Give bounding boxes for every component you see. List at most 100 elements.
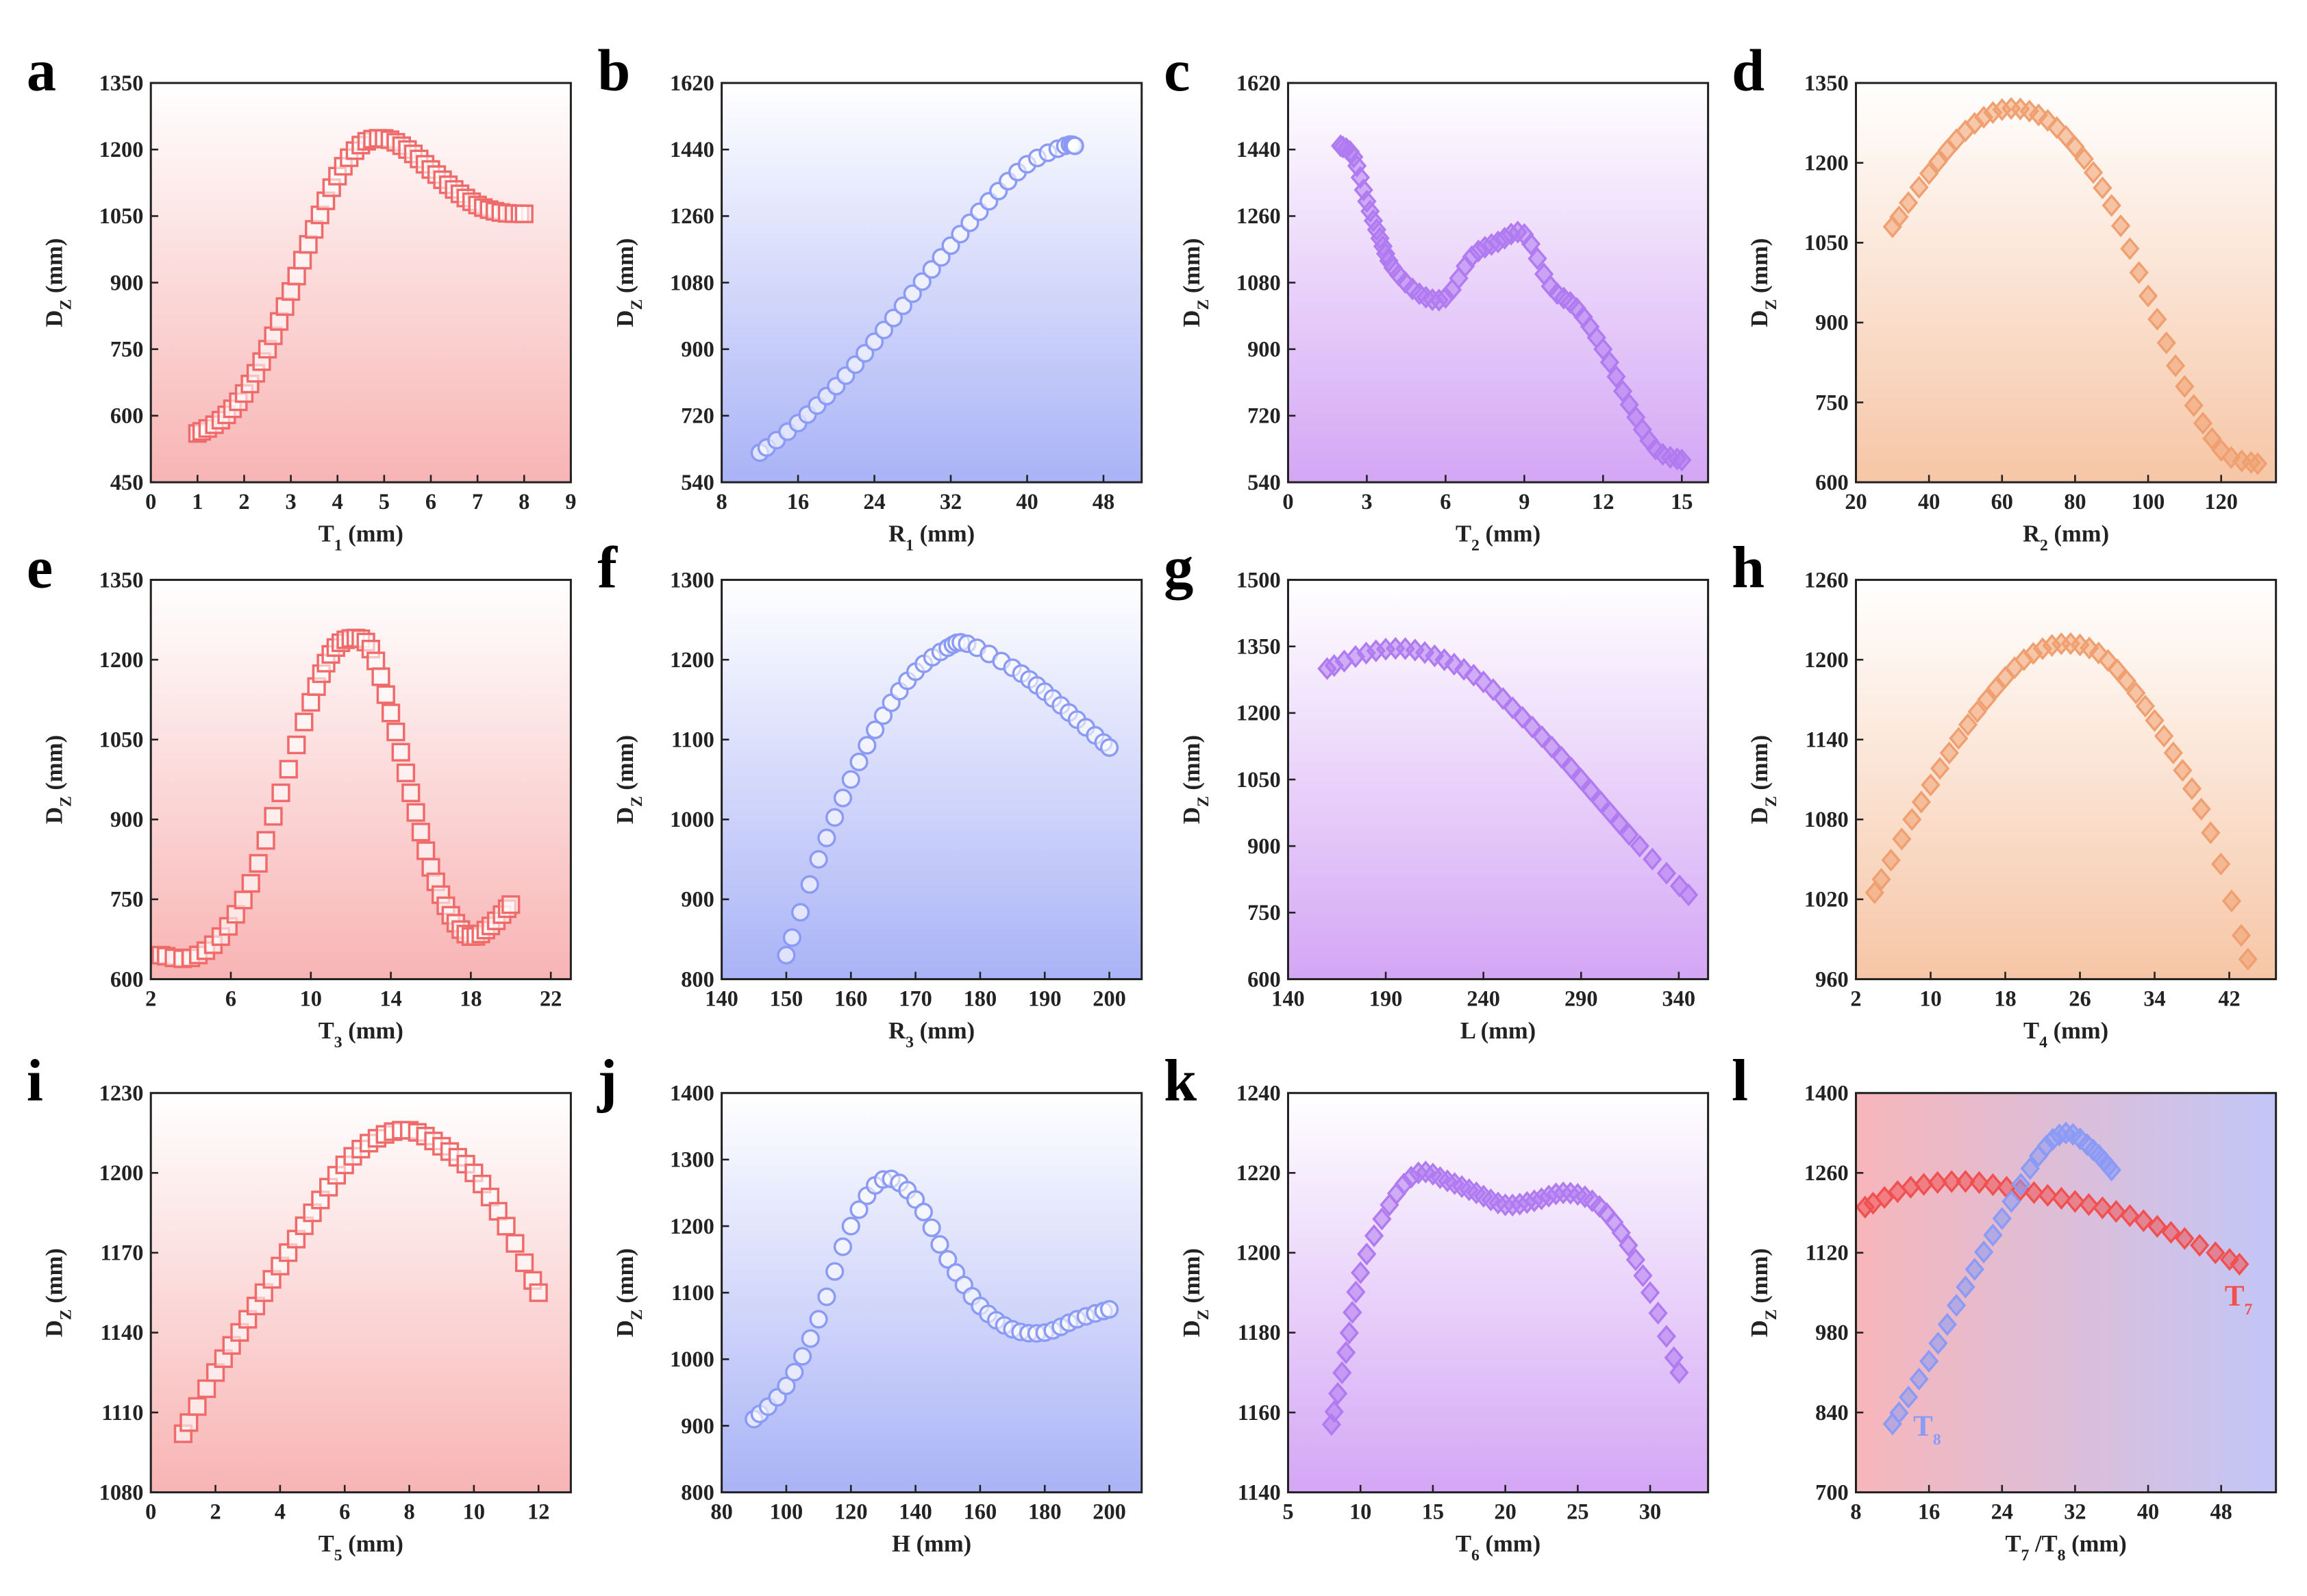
x-tick-label: 8 xyxy=(403,1500,414,1525)
x-tick-label: 14 xyxy=(379,986,401,1011)
x-tick-label: 6 xyxy=(425,490,436,514)
data-point xyxy=(833,788,853,808)
y-tick-label: 1200 xyxy=(1236,701,1281,726)
series-j xyxy=(745,1169,1119,1429)
data-point xyxy=(2028,103,2049,127)
label-part: (mm) xyxy=(612,735,638,796)
y-tick-label: 800 xyxy=(681,967,714,992)
x-tick-label: 22 xyxy=(540,986,562,1011)
x-tick-label: 10 xyxy=(1349,1500,1371,1525)
data-point xyxy=(2147,308,2167,331)
data-point xyxy=(256,831,275,850)
panel-c: c 0 3 6 9 12 15 540 720 900 1080 1260 1440 1620 T2 (mm… xyxy=(1164,38,1710,554)
data-point xyxy=(1881,849,1901,872)
panel-letter: h xyxy=(1732,534,1764,600)
data-point xyxy=(793,1347,812,1366)
x-tick-label: 180 xyxy=(1028,1500,1062,1525)
x-tick-label: 8 xyxy=(716,490,727,514)
data-point xyxy=(1619,823,1639,847)
x-tick-label: 120 xyxy=(834,1500,868,1525)
data-point xyxy=(1532,725,1552,749)
data-point xyxy=(1357,1243,1377,1266)
y-tick-label: 600 xyxy=(1815,471,1849,495)
data-point xyxy=(188,1397,207,1416)
y-tick-label: 1240 xyxy=(1236,1082,1281,1106)
data-point xyxy=(2065,1190,2085,1213)
x-tick-label: 7 xyxy=(472,490,483,514)
panel-letter: a xyxy=(27,38,56,103)
y-tick-label: 540 xyxy=(1247,471,1281,495)
data-point xyxy=(1332,1361,1352,1384)
data-point xyxy=(2088,641,2108,665)
y-tick-label: 1170 xyxy=(100,1241,143,1266)
x-axis-label: H (mm) xyxy=(892,1531,971,1557)
x-axis-label: R3 (mm) xyxy=(888,1018,975,1051)
label-part: (mm) xyxy=(342,1531,403,1557)
data-point xyxy=(1483,678,1504,701)
y-tick-label: 750 xyxy=(110,888,144,912)
x-tick-label: 24 xyxy=(1991,1500,2013,1525)
y-tick-label: 1140 xyxy=(1806,728,1849,753)
data-point xyxy=(1600,801,1620,825)
data-point xyxy=(866,720,885,740)
data-point xyxy=(1351,1261,1371,1284)
y-axis-label: DZ (mm) xyxy=(1179,238,1212,327)
y-tick-label: 1200 xyxy=(99,648,144,673)
plot-frame xyxy=(149,1092,572,1494)
data-point xyxy=(1949,727,1969,750)
y-tick-label: 1050 xyxy=(1804,231,1849,255)
x-tick-label: 140 xyxy=(899,1500,932,1525)
y-axis-label: DZ (mm) xyxy=(1747,1248,1780,1337)
y-tick-label: 1260 xyxy=(670,204,714,229)
y-tick-label: 1230 xyxy=(99,1082,144,1106)
label-part: D xyxy=(1179,807,1205,824)
data-point xyxy=(2211,852,2231,876)
x-tick-label: 4 xyxy=(275,1500,286,1525)
series-g xyxy=(1317,636,1699,907)
y-tick-label: 700 xyxy=(1815,1480,1849,1505)
subscript: Z xyxy=(628,796,646,807)
data-point xyxy=(2106,1199,2126,1223)
data-point xyxy=(2154,724,2174,748)
data-point xyxy=(2020,1157,2040,1180)
data-point xyxy=(1983,1173,2003,1197)
x-tick-label: 26 xyxy=(2069,986,2091,1011)
data-point xyxy=(1346,1280,1366,1304)
data-point xyxy=(1343,1301,1362,1324)
y-tick-label: 450 xyxy=(110,471,144,495)
data-point xyxy=(2126,682,2146,705)
data-point xyxy=(1871,868,1891,891)
y-tick-label: 900 xyxy=(110,271,144,295)
data-point xyxy=(1965,1258,1984,1281)
label-part: (mm) xyxy=(42,1248,68,1309)
data-point xyxy=(234,890,253,910)
x-tick-label: 190 xyxy=(1028,986,1062,1011)
data-point xyxy=(287,266,306,286)
data-point xyxy=(2093,1196,2112,1220)
subscript: Z xyxy=(1762,1309,1780,1320)
x-tick-label: 10 xyxy=(463,1500,485,1525)
data-point xyxy=(1967,700,1987,723)
data-point xyxy=(1921,773,1941,797)
panel-letter: f xyxy=(597,534,618,600)
data-point xyxy=(2065,135,2085,159)
subscript: 3 xyxy=(334,1034,342,1051)
data-point xyxy=(1527,247,1547,271)
x-tick-label: 5 xyxy=(379,490,390,514)
label-part: D xyxy=(42,1320,68,1337)
data-point xyxy=(514,204,534,223)
label-part: T xyxy=(2005,1531,2021,1557)
x-tick-label: 2 xyxy=(145,986,156,1011)
data-point xyxy=(2190,1234,2210,1257)
x-axis-label: T2 (mm) xyxy=(1456,521,1541,554)
subscript: 1 xyxy=(334,536,342,554)
data-point xyxy=(1909,175,1929,199)
data-point xyxy=(2175,375,2195,398)
panel-l: l 8 16 24 32 40 48 700 840 980 1120 1260 1400 T7 /T8 … xyxy=(1732,1048,2278,1564)
data-point xyxy=(1099,738,1119,757)
data-point xyxy=(912,272,932,291)
y-axis-label: DZ (mm) xyxy=(612,735,646,824)
y-tick-label: 1400 xyxy=(670,1082,714,1106)
label-part: T xyxy=(319,1018,334,1044)
x-tick-label: 2 xyxy=(1850,986,1861,1011)
